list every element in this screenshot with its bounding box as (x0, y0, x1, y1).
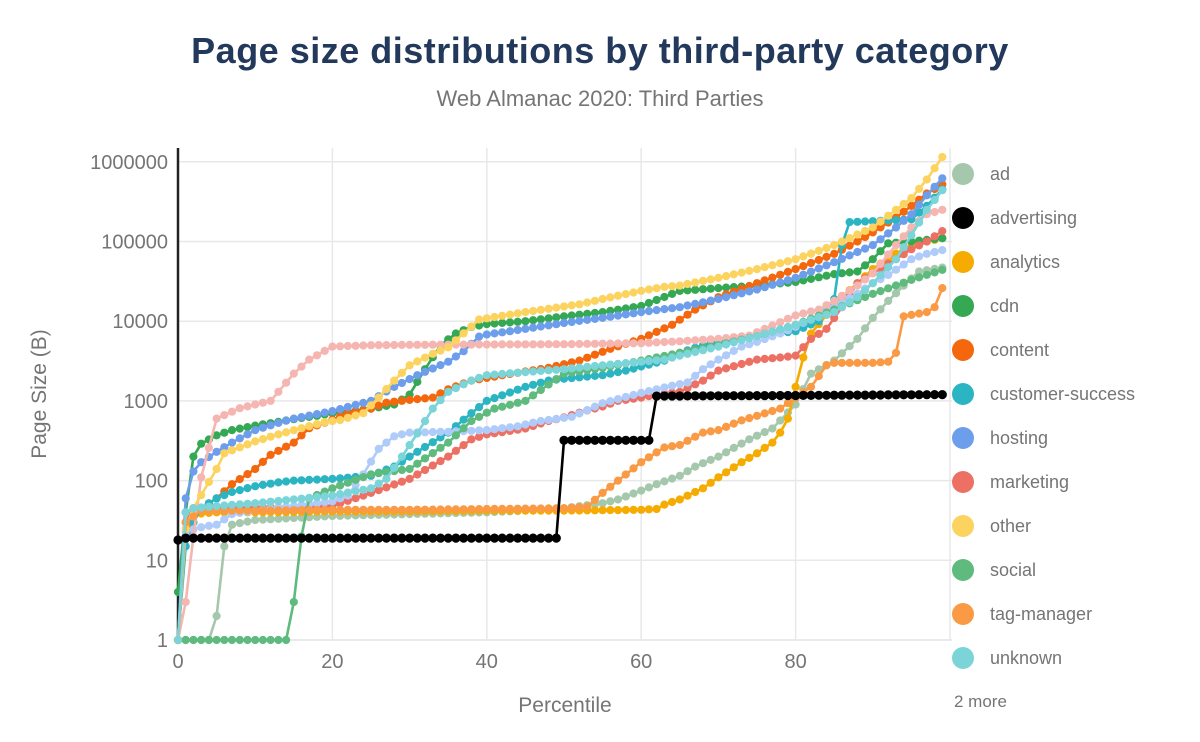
series-lines (173, 152, 947, 645)
legend-swatch-icon (952, 647, 974, 669)
legend-item-label: ad (990, 163, 1011, 184)
legend-swatch-icon (952, 603, 974, 625)
legend-item-hosting[interactable]: hosting (952, 416, 1192, 460)
chart-subtitle: Web Almanac 2020: Third Parties (436, 86, 764, 111)
legend-swatch-icon (952, 207, 974, 229)
series-cdn (173, 234, 947, 597)
legend-overflow[interactable]: 2 more (954, 692, 1007, 711)
series-unknown (173, 186, 947, 645)
legend-item-label: customer-success (990, 383, 1136, 404)
series-advertising (173, 390, 947, 545)
legend-item-social[interactable]: social (952, 548, 1192, 592)
series-tag-manager (173, 284, 947, 645)
legend: ad advertising analytics cdn content customer… (952, 152, 1192, 712)
x-tick-label: 60 (630, 651, 652, 673)
legend-swatch-icon (952, 383, 974, 405)
y-axis-title: Page Size (B) (28, 329, 51, 459)
x-axis-title: Percentile (518, 694, 611, 717)
legend-item-label: cdn (990, 295, 1020, 316)
y-tick-label: 10 (146, 550, 168, 572)
legend-item-unknown[interactable]: unknown (952, 636, 1192, 680)
y-tick-label: 1000000 (90, 152, 168, 174)
legend-item-label: social (990, 559, 1037, 580)
x-tick-label: 20 (321, 651, 343, 673)
x-tick-label: 80 (784, 651, 806, 673)
legend-item-content[interactable]: content (952, 328, 1192, 372)
legend-item-label: tag-manager (990, 603, 1093, 624)
axes (176, 148, 952, 641)
legend-item-label: marketing (990, 471, 1070, 492)
legend-item-other[interactable]: other (952, 504, 1192, 548)
legend-item-label: hosting (990, 427, 1049, 448)
legend-item-label: unknown (990, 647, 1063, 668)
legend-swatch-icon (952, 339, 974, 361)
series-hosting (173, 174, 947, 645)
legend-swatch-icon (952, 515, 974, 537)
series-other (173, 152, 947, 645)
legend-swatch-icon (952, 295, 974, 317)
legend-item-tag-manager[interactable]: tag-manager (952, 592, 1192, 636)
legend-swatch-icon (952, 251, 974, 273)
series-content (173, 180, 947, 645)
legend-item-label: other (990, 515, 1032, 536)
y-tick-label: 10000 (112, 311, 168, 333)
y-tick-label: 1000 (124, 391, 169, 413)
series-unlabeled-extra-2 (173, 205, 947, 645)
legend-item-ad[interactable]: ad (952, 152, 1192, 196)
x-tick-label: 40 (476, 651, 498, 673)
legend-item-label: analytics (990, 251, 1061, 272)
legend-swatch-icon (952, 427, 974, 449)
legend-item-customer-success[interactable]: customer-success (952, 372, 1192, 416)
legend-item-advertising[interactable]: advertising (952, 196, 1192, 240)
legend-item-analytics[interactable]: analytics (952, 240, 1192, 284)
legend-item-label: advertising (990, 207, 1078, 228)
legend-swatch-icon (952, 559, 974, 581)
legend-swatch-icon (952, 471, 974, 493)
legend-item-cdn[interactable]: cdn (952, 284, 1192, 328)
chart-title: Page size distributions by third-party c… (191, 30, 1009, 71)
y-tick-label: 100 (135, 471, 168, 493)
y-tick-label: 1 (157, 630, 168, 652)
x-tick-label: 0 (172, 651, 183, 673)
tick-labels: 1 10 100 1000 10000 100000 1000000 0 20 40 60 80 (90, 152, 807, 673)
legend-item-marketing[interactable]: marketing (952, 460, 1192, 504)
legend-item-label: content (990, 339, 1050, 360)
y-tick-label: 100000 (101, 232, 168, 254)
series-marketing (173, 227, 947, 645)
legend-swatch-icon (952, 163, 974, 185)
